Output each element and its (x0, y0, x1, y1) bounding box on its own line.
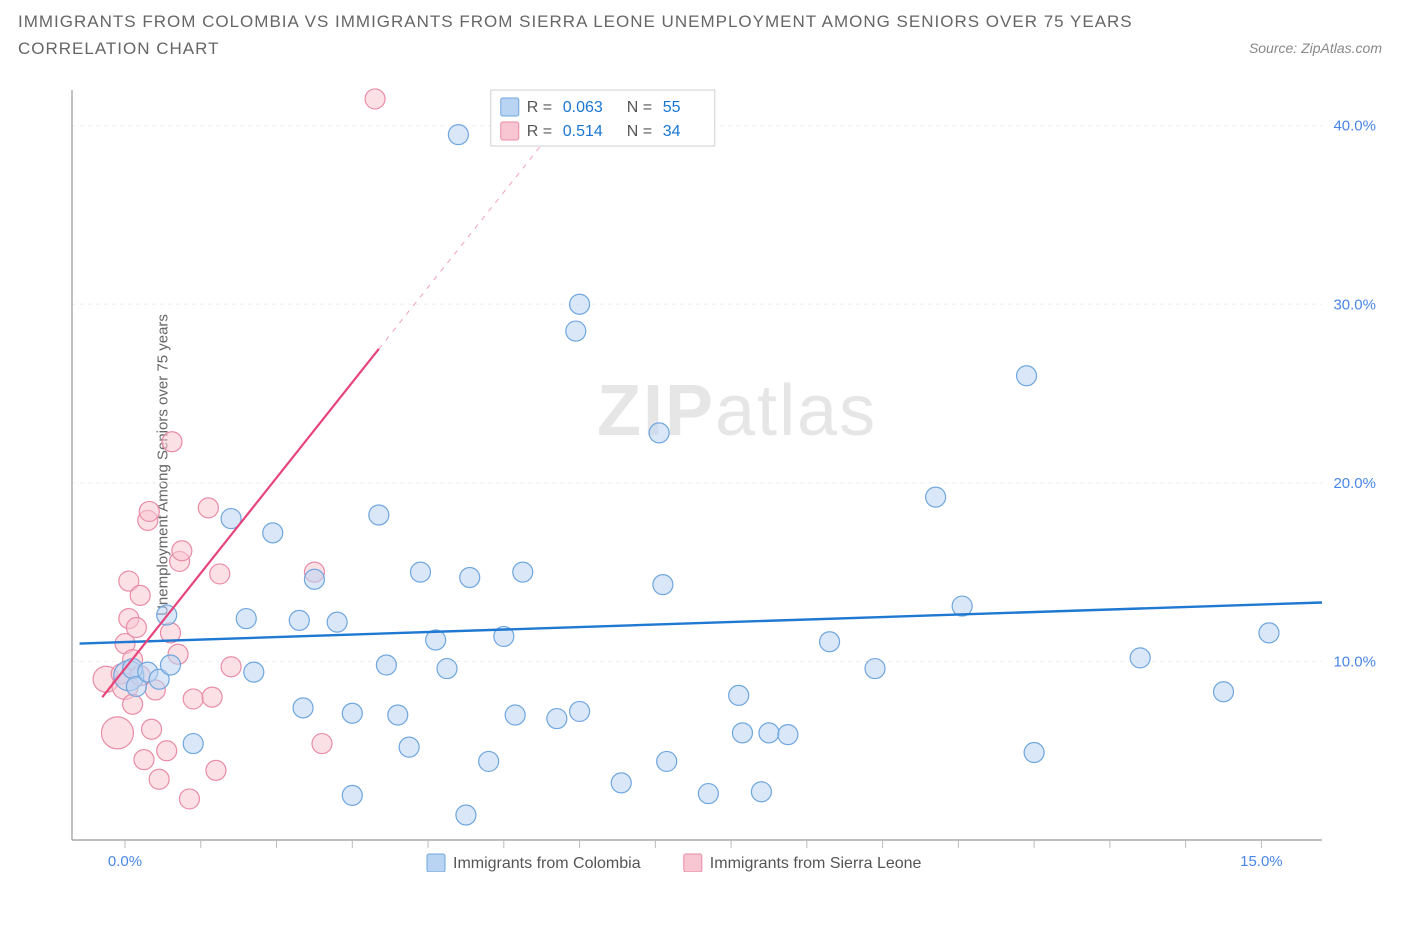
source-label: Source: ZipAtlas.com (1249, 40, 1382, 56)
chart-title-line2: CORRELATION CHART (18, 35, 1386, 62)
svg-text:15.0%: 15.0% (1240, 853, 1283, 870)
svg-text:N =: N = (627, 123, 652, 140)
svg-text:Immigrants from Sierra Leone: Immigrants from Sierra Leone (710, 855, 922, 872)
svg-text:0.514: 0.514 (563, 123, 603, 140)
svg-text:34: 34 (663, 123, 681, 140)
svg-text:ZIPatlas: ZIPatlas (597, 371, 877, 451)
svg-text:30.0%: 30.0% (1333, 296, 1376, 313)
chart-area: ZIPatlas 10.0% 20.0% 30.0% 40.0% 0.0% 15.0% R =… (62, 84, 1382, 872)
svg-text:R =: R = (527, 99, 552, 116)
svg-text:40.0%: 40.0% (1333, 118, 1376, 135)
scatter-chart: ZIPatlas 10.0% 20.0% 30.0% 40.0% 0.0% 15.0% R =… (62, 84, 1382, 872)
chart-title-line1: IMMIGRANTS FROM COLOMBIA VS IMMIGRANTS F… (18, 8, 1386, 35)
svg-text:10.0%: 10.0% (1333, 653, 1376, 670)
svg-text:55: 55 (663, 99, 681, 116)
svg-text:N =: N = (627, 99, 652, 116)
chart-title-block: IMMIGRANTS FROM COLOMBIA VS IMMIGRANTS F… (18, 8, 1386, 62)
svg-text:20.0%: 20.0% (1333, 475, 1376, 492)
svg-text:Immigrants from Colombia: Immigrants from Colombia (453, 855, 641, 872)
svg-text:R =: R = (527, 123, 552, 140)
svg-text:0.063: 0.063 (563, 99, 603, 116)
svg-text:0.0%: 0.0% (108, 853, 142, 870)
